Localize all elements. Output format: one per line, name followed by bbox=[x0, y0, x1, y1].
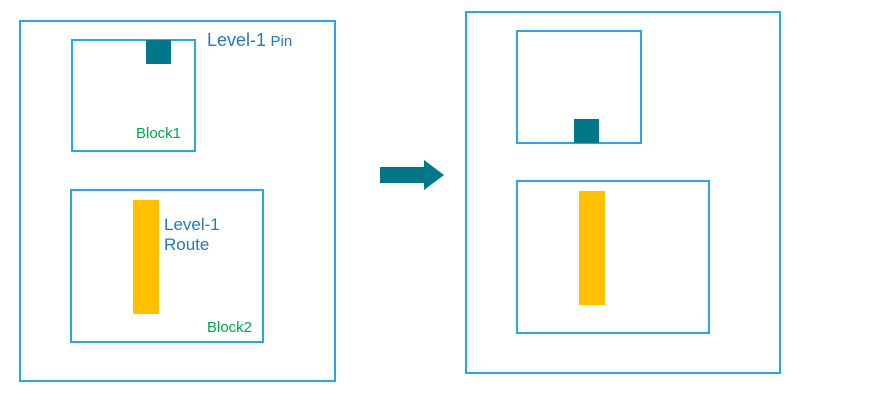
level1-pin-before bbox=[146, 40, 171, 64]
level1-route-before bbox=[133, 200, 159, 314]
outer-frame-after bbox=[465, 11, 781, 374]
block1-label: Block1 bbox=[136, 125, 182, 142]
outer-frame-before bbox=[19, 20, 336, 382]
level1-route-label: Level-1 Route bbox=[164, 215, 220, 254]
block1-after bbox=[516, 30, 642, 144]
arrow-shape bbox=[380, 160, 444, 190]
level1-route-label-line2: Route bbox=[164, 234, 210, 254]
block1-before bbox=[71, 39, 196, 152]
block2-before bbox=[70, 189, 264, 343]
block2-label: Block2 bbox=[207, 319, 253, 336]
right-arrow-icon bbox=[380, 160, 444, 190]
level1-route-label-line1: Level-1 bbox=[164, 215, 220, 234]
level1-pin-label: Level-1 Pin bbox=[207, 30, 292, 51]
level1-pin-label-suffix: Pin bbox=[270, 33, 293, 50]
block2-after bbox=[516, 180, 710, 334]
level1-route-after bbox=[579, 191, 605, 305]
level1-pin-after bbox=[574, 119, 599, 143]
level1-pin-label-main: Level-1 bbox=[207, 30, 267, 50]
